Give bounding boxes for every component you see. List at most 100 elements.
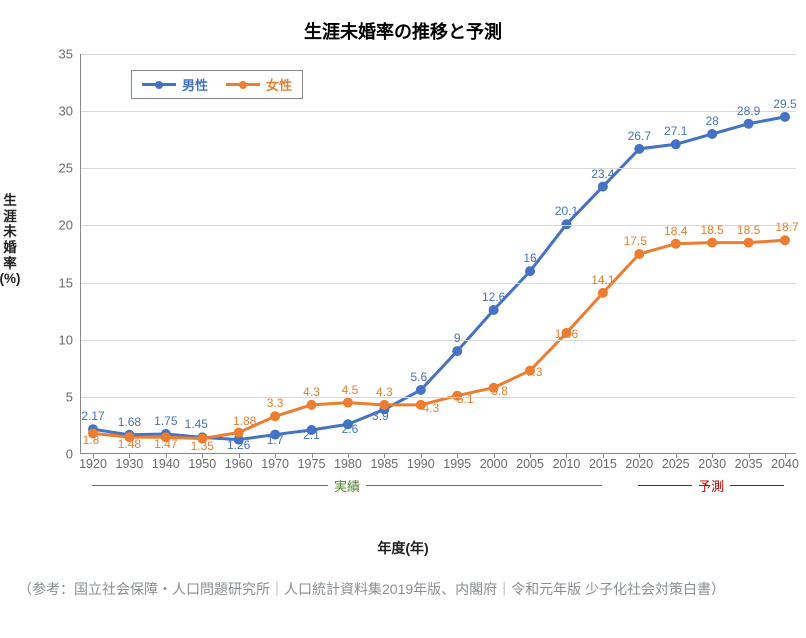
series-marker — [307, 400, 317, 410]
gridline — [81, 397, 796, 398]
series-marker — [561, 219, 571, 229]
series-marker — [270, 411, 280, 421]
series-marker — [598, 182, 608, 192]
x-tick-label: 1920 — [79, 453, 107, 471]
x-tick-label: 1960 — [225, 453, 253, 471]
x-tick-label: 2015 — [589, 453, 617, 471]
chart-plot-area: 男性女性 05101520253035192019301940195019601… — [80, 54, 796, 454]
period-segment: 実績 — [92, 476, 602, 495]
gridline — [81, 225, 796, 226]
data-label: 2.1 — [303, 428, 320, 442]
x-tick-label: 2035 — [735, 453, 763, 471]
data-label: 18.7 — [775, 220, 798, 234]
x-tick-label: 1970 — [261, 453, 289, 471]
data-label: 1.45 — [185, 417, 208, 431]
series-marker — [598, 288, 608, 298]
data-label: 3.9 — [372, 409, 389, 423]
x-tick-label: 2030 — [698, 453, 726, 471]
y-tick-label: 5 — [66, 389, 81, 404]
data-label: 27.1 — [664, 124, 687, 138]
data-label: 4.3 — [303, 385, 320, 399]
data-label: 26.7 — [628, 129, 651, 143]
series-marker — [343, 398, 353, 408]
gridline — [81, 283, 796, 284]
data-label: 28.9 — [737, 104, 760, 118]
data-label: 2.6 — [342, 422, 359, 436]
x-tick-label: 1980 — [334, 453, 362, 471]
y-tick-label: 20 — [59, 218, 81, 233]
data-label: 5.1 — [457, 392, 474, 406]
data-label: 1.88 — [233, 414, 256, 428]
y-tick-label: 35 — [59, 47, 81, 62]
data-label: 1.75 — [154, 414, 177, 428]
period-row: 実績 予測 — [80, 476, 796, 496]
series-line — [93, 117, 785, 440]
series-marker — [416, 385, 426, 395]
data-label: 1.47 — [154, 437, 177, 451]
period-bar — [92, 485, 328, 486]
data-label: 1.68 — [118, 415, 141, 429]
data-label: 16 — [523, 251, 536, 265]
series-marker — [671, 139, 681, 149]
chart-title: 生涯未婚率の推移と予測 — [10, 18, 796, 44]
data-label: 3.3 — [267, 396, 284, 410]
series-marker — [707, 129, 717, 139]
gridline — [81, 54, 796, 55]
y-tick-label: 25 — [59, 161, 81, 176]
data-label: 1.8 — [83, 433, 100, 447]
x-tick-label: 2005 — [516, 453, 544, 471]
data-label: 17.5 — [624, 234, 647, 248]
y-tick-label: 10 — [59, 332, 81, 347]
period-bar — [730, 485, 784, 486]
series-marker — [634, 144, 644, 154]
x-tick-label: 1930 — [116, 453, 144, 471]
series-marker — [671, 239, 681, 249]
x-tick-label: 1990 — [407, 453, 435, 471]
data-label: 4.3 — [376, 385, 393, 399]
x-tick-label: 2020 — [625, 453, 653, 471]
gridline — [81, 340, 796, 341]
series-marker — [525, 266, 535, 276]
data-label: 18.5 — [737, 223, 760, 237]
data-label: 5.8 — [491, 384, 508, 398]
x-tick-label: 1975 — [298, 453, 326, 471]
series-marker — [780, 235, 790, 245]
period-bar — [638, 485, 692, 486]
x-tick-label: 1985 — [370, 453, 398, 471]
period-segment: 予測 — [638, 476, 784, 495]
x-tick-label: 2040 — [771, 453, 799, 471]
data-label: 4.3 — [422, 401, 439, 415]
chart-svg — [81, 54, 797, 454]
chart-container: 生涯未婚率の推移と予測 生涯未婚率(%) 男性女性 05101520253035… — [0, 0, 806, 558]
data-label: 18.5 — [700, 223, 723, 237]
data-label: 20.1 — [555, 204, 578, 218]
data-label: 18.4 — [664, 224, 687, 238]
series-marker — [744, 238, 754, 248]
data-label: 23.4 — [591, 167, 614, 181]
x-tick-label: 1995 — [443, 453, 471, 471]
data-label: 10.6 — [555, 327, 578, 341]
data-label: 9 — [454, 331, 461, 345]
series-marker — [379, 400, 389, 410]
source-citation: （参考：国立社会保障・人口問題研究所｜人口統計資料集2019年版、内閣府｜令和元… — [0, 558, 806, 620]
x-tick-label: 2000 — [480, 453, 508, 471]
series-marker — [634, 249, 644, 259]
series-marker — [780, 112, 790, 122]
series-marker — [707, 238, 717, 248]
data-label: 29.5 — [773, 97, 796, 111]
x-tick-label: 2010 — [553, 453, 581, 471]
data-label: 4.5 — [342, 383, 359, 397]
y-axis-label: 生涯未婚率(%) — [0, 40, 20, 440]
data-label: 1.26 — [227, 438, 250, 452]
period-label: 実績 — [328, 476, 366, 495]
y-tick-label: 30 — [59, 104, 81, 119]
data-label: 5.6 — [410, 370, 427, 384]
x-tick-label: 2025 — [662, 453, 690, 471]
data-label: 1.35 — [191, 439, 214, 453]
x-tick-label: 1950 — [188, 453, 216, 471]
series-marker — [452, 346, 462, 356]
x-axis-label: 年度(年) — [10, 538, 796, 558]
y-tick-label: 15 — [59, 275, 81, 290]
data-label: 12.6 — [482, 290, 505, 304]
gridline — [81, 168, 796, 169]
